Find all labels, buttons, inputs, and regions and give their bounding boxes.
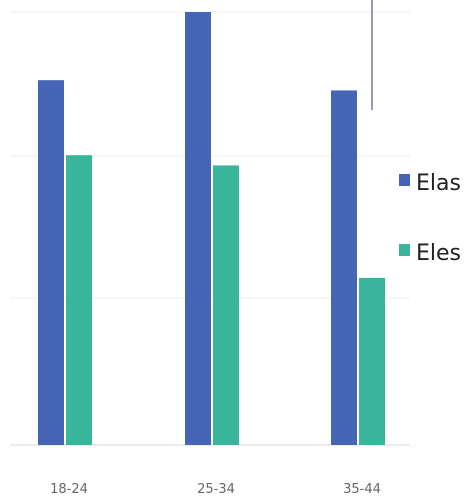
x-tick-label: 35-44	[343, 482, 381, 497]
bar-eles-35-44	[359, 277, 385, 445]
legend-swatch-eles	[399, 244, 410, 256]
bar-elas-35-44	[331, 90, 357, 445]
bar-eles-18-24	[66, 155, 92, 446]
bar-eles-25-34	[213, 165, 239, 445]
bar-elas-25-34	[185, 12, 211, 445]
legend-label-eles: Eles	[416, 241, 461, 266]
bar-elas-18-24	[38, 80, 64, 446]
legend-swatch-elas	[399, 174, 410, 186]
x-tick-label: 18-24	[50, 482, 88, 497]
x-tick-label: 25-34	[197, 482, 235, 497]
legend-label-elas: Elas	[416, 171, 461, 196]
